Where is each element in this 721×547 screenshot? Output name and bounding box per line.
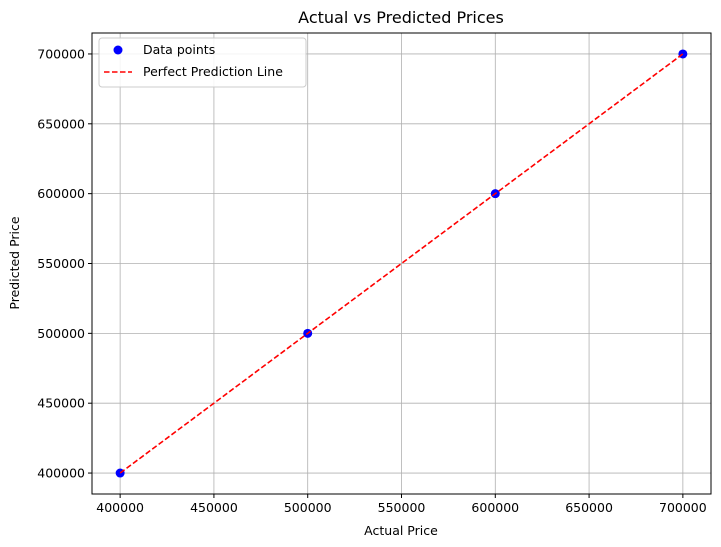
y-tick-label: 650000 xyxy=(37,116,85,131)
x-tick-label: 600000 xyxy=(471,500,519,515)
y-tick-label: 700000 xyxy=(37,46,85,61)
legend-marker-data-points xyxy=(113,45,123,55)
perfect-prediction-line xyxy=(119,53,684,474)
legend: Data points Perfect Prediction Line xyxy=(98,37,307,88)
x-tick-label: 700000 xyxy=(659,500,707,515)
grid-layer xyxy=(92,33,711,494)
x-axis-label: Actual Price xyxy=(364,523,438,538)
legend-label-perfect-line: Perfect Prediction Line xyxy=(143,64,283,79)
x-tick-label: 500000 xyxy=(284,500,332,515)
y-tick-label: 500000 xyxy=(37,326,85,341)
tick-layer: 400000 450000 500000 550000 600000 650000 7000… xyxy=(37,46,706,515)
y-tick-label: 400000 xyxy=(37,466,85,481)
x-tick-label: 400000 xyxy=(96,500,144,515)
x-tick-label: 550000 xyxy=(378,500,426,515)
legend-label-data-points: Data points xyxy=(143,42,215,57)
y-axis-label: Predicted Price xyxy=(7,216,22,309)
y-tick-label: 450000 xyxy=(37,396,85,411)
legend-box xyxy=(98,37,307,88)
y-tick-label: 550000 xyxy=(37,256,85,271)
data-layer xyxy=(115,49,688,478)
chart-title: Actual vs Predicted Prices xyxy=(298,8,504,27)
y-tick-label: 600000 xyxy=(37,186,85,201)
x-tick-label: 650000 xyxy=(565,500,613,515)
x-tick-label: 450000 xyxy=(190,500,238,515)
